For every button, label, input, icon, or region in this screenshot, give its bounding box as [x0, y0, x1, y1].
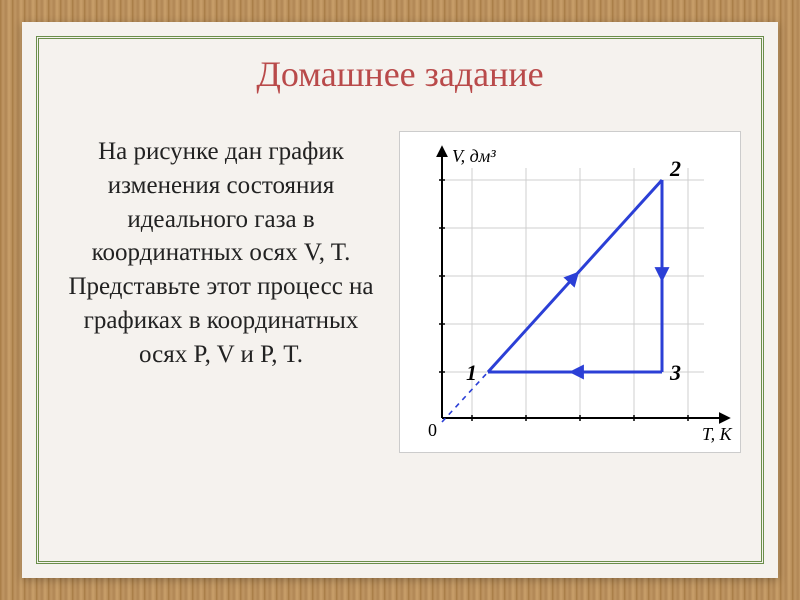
paper-background: Домашнее задание На рисунке дан график и… — [22, 22, 778, 578]
svg-text:0: 0 — [428, 420, 437, 440]
body-text: На рисунке дан график изменения состояни… — [59, 131, 383, 371]
svg-text:3: 3 — [669, 360, 681, 385]
slide-title: Домашнее задание — [59, 53, 741, 95]
content-row: На рисунке дан график изменения состояни… — [59, 131, 741, 453]
svg-text:2: 2 — [669, 156, 681, 181]
svg-text:T, К: T, К — [702, 424, 733, 444]
svg-text:1: 1 — [466, 360, 477, 385]
chart-svg: 1 2 3 V, дм³ T, К 0 — [400, 132, 740, 452]
decorative-border: Домашнее задание На рисунке дан график и… — [36, 36, 764, 564]
svg-text:V, дм³: V, дм³ — [452, 146, 496, 166]
vt-chart: 1 2 3 V, дм³ T, К 0 — [399, 131, 741, 453]
slide-frame: Домашнее задание На рисунке дан график и… — [0, 0, 800, 600]
